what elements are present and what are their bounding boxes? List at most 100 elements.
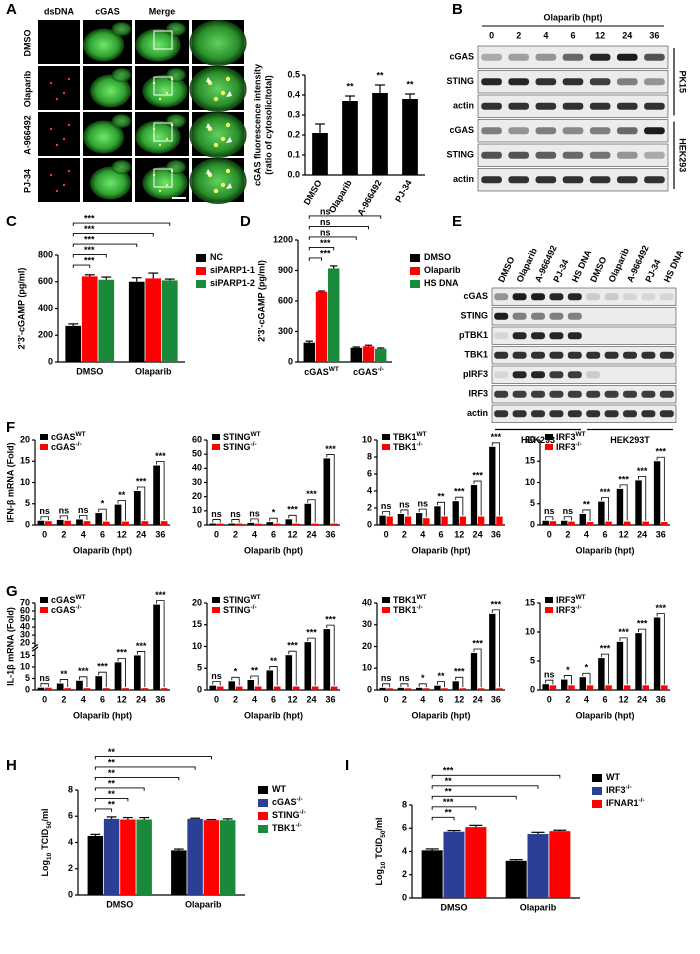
y-tick-label: 0.4 [287,89,300,99]
row-label: actin [453,101,474,111]
band [567,332,582,340]
bar [161,280,178,362]
sig-bracket [563,675,572,685]
band [567,312,582,320]
cell [89,74,132,108]
x-tick-label: 4 [252,529,257,539]
sig-bracket [59,515,69,520]
cell-zoom [189,158,247,204]
y-tick-label: 70 [20,597,30,607]
bar [141,521,149,525]
column-label: cGAS [95,6,120,16]
sig-bracket [250,518,259,523]
legend-label: IRF3-/- [606,784,632,795]
legend-label-part: WT [251,431,261,438]
panel-letter: D [240,213,251,230]
row-label: cGAS [463,291,488,301]
band [512,371,527,379]
x-tick-label: 36 [656,529,666,539]
legend-label-part: -/- [251,441,257,448]
significance: *** [472,638,483,648]
dna-dot [213,188,219,194]
sig-bracket [117,657,126,688]
y-tick-label: 15 [192,619,202,629]
y-tick-label: 8 [402,799,407,809]
legend-swatch [382,444,390,450]
band [494,410,509,418]
legend-label-part: -/- [76,441,82,448]
legend-label-part: WT [76,594,86,601]
significance: ns [230,509,241,519]
significance: ** [376,70,384,80]
x-tick-label: 0 [384,694,389,704]
sig-bracket [136,651,146,688]
y-tick-label: 60 [192,434,202,444]
lane-label: 2 [516,30,521,40]
zoom-box [153,168,173,188]
band [549,390,564,398]
legend-label-part: STING [223,605,251,615]
legend-label-part: IRF3 [556,605,576,615]
bar [133,655,141,690]
y-tick-label: 10 [192,505,202,515]
band [549,332,564,340]
significance: ns [381,673,392,683]
x-tick-label: Olaparib [520,902,557,912]
micrograph-tile [38,20,80,64]
cell-zoom [189,66,247,112]
panel-letter: H [6,757,17,774]
column-label: dsDNA [44,6,75,16]
dna-dot [62,91,66,95]
comparison-bracket [94,776,180,781]
y-tick-label: 10 [362,434,372,444]
legend-label: cGAS-/- [272,796,303,807]
bar [342,101,358,175]
dna-dot [165,137,169,141]
x-tick-label-part: -/- [378,366,384,373]
sig-bracket [288,514,297,523]
sig-bracket [231,519,240,523]
y-tick-label: 30 [20,629,30,639]
legend-label: TBK1WT [393,431,427,442]
x-tick-label: 6 [602,529,607,539]
significance: ns [320,206,331,216]
cell-zoom [189,112,247,158]
significance: *** [287,641,298,651]
band [494,293,509,301]
legend-label-part: IRF3 [556,442,576,452]
bar [254,523,262,525]
bar [64,520,72,525]
x-tick-label: DMSO [76,366,103,376]
legend-label-part: -/- [296,822,302,829]
band [586,371,601,379]
cell [82,28,125,62]
y-axis-label-part: TCID [40,828,50,849]
dna-dot [213,142,219,148]
band [531,312,545,320]
band [589,102,611,110]
band [494,351,509,359]
band [508,176,530,184]
y-tick-label: 0.1 [287,149,300,159]
y-axis-label: (ratio of cytosolic/total) [263,75,273,175]
x-tick-label: 0 [547,529,552,539]
comparison-bracket [308,236,357,240]
band [481,176,502,184]
legend-label: TBK1-/- [393,441,423,452]
x-tick-label: 36 [491,694,501,704]
band [604,293,619,301]
sig-bracket [136,486,146,521]
dna-dot [62,137,66,141]
significance: *** [325,444,336,454]
x-tick-label: 12 [619,694,629,704]
dna-dot [55,97,59,101]
bar [87,835,104,895]
y-tick-label: 30 [362,619,372,629]
x-axis-label: Olaparib (hpt) [576,545,635,555]
micrograph-tile [38,158,80,202]
band [616,127,638,135]
y-axis-label: IL-1β mRNA (Fold) [5,607,15,686]
dna-dot [220,90,226,96]
sig-bracket [638,628,647,685]
